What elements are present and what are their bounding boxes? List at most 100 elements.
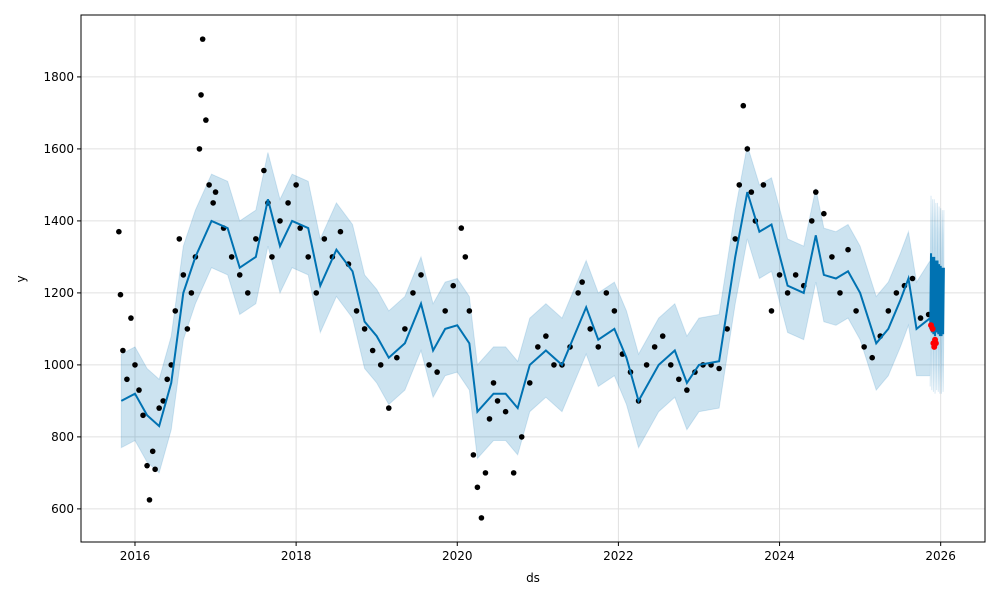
- observed-point: [203, 117, 209, 123]
- observed-point: [434, 369, 440, 375]
- observed-point: [132, 362, 138, 368]
- test-point: [932, 340, 939, 347]
- observed-point: [269, 254, 275, 260]
- observed-point: [418, 272, 424, 278]
- observed-point: [176, 236, 183, 242]
- observed-point: [450, 282, 457, 289]
- observed-point: [244, 290, 251, 296]
- observed-point: [458, 225, 465, 231]
- observed-point: [510, 470, 517, 476]
- observed-point: [482, 470, 489, 476]
- observed-point: [579, 279, 585, 285]
- observed-point: [206, 182, 212, 188]
- observed-point: [198, 92, 204, 98]
- observed-point: [164, 376, 171, 383]
- y-tick-label: 1800: [43, 70, 74, 84]
- observed-point: [152, 466, 158, 473]
- observed-point: [837, 290, 843, 296]
- observed-point: [474, 484, 481, 491]
- y-tick-label: 1600: [43, 142, 74, 156]
- forecast-line: [929, 253, 945, 337]
- x-axis-label: ds: [526, 571, 540, 585]
- observed-point: [253, 236, 259, 242]
- x-tick-label: 2024: [764, 549, 795, 563]
- observed-point: [502, 408, 509, 415]
- y-tick-label: 1000: [43, 358, 74, 372]
- observed-point: [117, 291, 124, 298]
- observed-point: [551, 362, 557, 368]
- observed-point: [885, 308, 892, 314]
- observed-point: [490, 380, 497, 386]
- observed-point: [184, 326, 191, 332]
- observed-point: [829, 254, 835, 260]
- observed-point: [462, 254, 469, 260]
- observed-point: [716, 365, 722, 372]
- plot-frame: [80, 14, 986, 543]
- observed-point: [643, 362, 650, 368]
- forecast-lines: [120, 191, 945, 428]
- y-tick-label: 600: [51, 502, 74, 516]
- observed-point: [212, 189, 219, 195]
- observed-point: [199, 36, 206, 42]
- observed-point: [361, 326, 368, 332]
- observed-point: [740, 102, 747, 109]
- observed-point: [808, 218, 815, 224]
- observed-point: [321, 236, 328, 242]
- observed-point: [210, 200, 216, 206]
- axis-ticks: 2016 2018 2020 2022 2024 2026 600 800 1000 1200 14…: [43, 70, 956, 563]
- observed-point: [297, 225, 303, 231]
- observed-point: [575, 290, 581, 296]
- observed-point: [144, 462, 150, 469]
- observed-point: [893, 290, 900, 296]
- observed-point: [470, 452, 477, 458]
- observed-point: [748, 189, 755, 195]
- observed-point: [784, 290, 791, 296]
- observed-point: [659, 333, 666, 339]
- observed-point: [285, 200, 291, 206]
- observed-point: [466, 308, 473, 314]
- observed-point: [140, 412, 146, 419]
- observed-point: [188, 290, 195, 296]
- observed-point: [353, 308, 360, 314]
- observed-point: [442, 308, 448, 314]
- y-tick-label: 800: [51, 430, 74, 444]
- observed-point: [776, 272, 783, 278]
- observed-point: [813, 189, 819, 195]
- observed-point: [845, 246, 851, 253]
- observed-point: [760, 182, 767, 188]
- observed-point: [651, 344, 658, 350]
- observed-point: [410, 290, 416, 296]
- observed-point: [543, 333, 549, 339]
- observed-point: [228, 254, 235, 260]
- observed-point: [486, 416, 493, 422]
- observed-point: [172, 308, 179, 314]
- x-tick-label: 2026: [925, 549, 956, 563]
- observed-points: [116, 36, 932, 521]
- observed-point: [236, 272, 243, 278]
- observed-point: [402, 326, 408, 332]
- x-tick-label: 2022: [603, 549, 634, 563]
- observed-point: [160, 398, 166, 404]
- observed-point: [744, 146, 751, 152]
- observed-point: [724, 326, 730, 332]
- observed-point: [861, 344, 867, 350]
- observed-point: [369, 347, 376, 354]
- observed-point: [149, 448, 156, 455]
- observed-point: [611, 308, 618, 314]
- uncertainty-band: [120, 145, 945, 474]
- observed-point: [196, 146, 203, 152]
- observed-point: [494, 398, 501, 404]
- observed-point: [136, 387, 142, 393]
- observed-point: [917, 315, 924, 321]
- observed-point: [156, 405, 162, 411]
- uncertainty-band-area: [120, 145, 945, 474]
- observed-point: [426, 362, 432, 368]
- test-point: [929, 325, 936, 332]
- observed-point: [595, 344, 602, 350]
- observed-point: [124, 376, 130, 383]
- x-tick-label: 2020: [442, 549, 473, 563]
- observed-point: [128, 315, 134, 321]
- observed-point: [684, 387, 690, 393]
- observed-point: [305, 254, 312, 260]
- observed-point: [116, 228, 122, 235]
